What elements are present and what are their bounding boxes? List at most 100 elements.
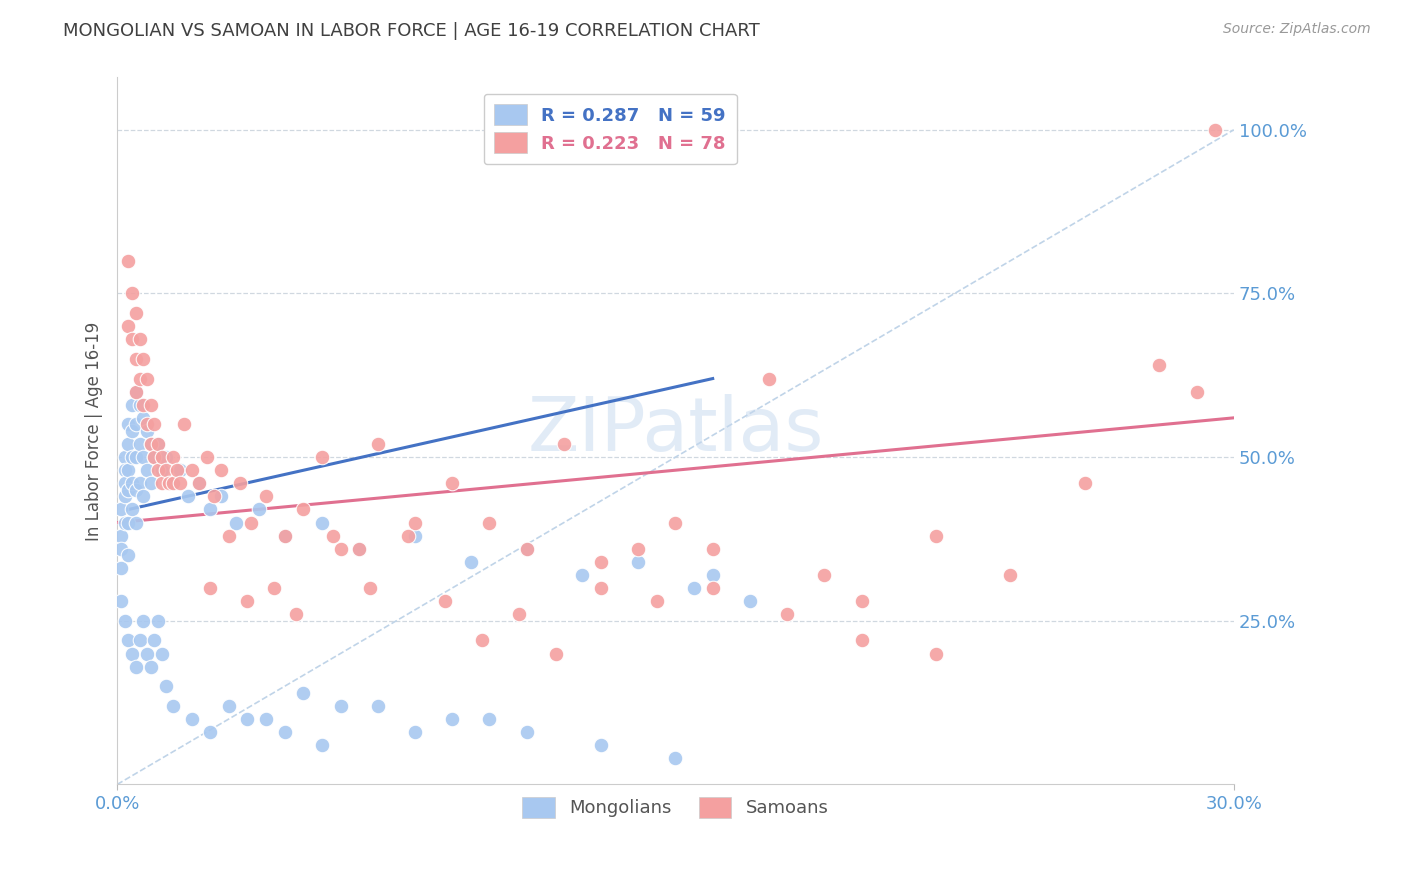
Point bbox=[347, 541, 370, 556]
Point bbox=[121, 502, 143, 516]
Point bbox=[110, 541, 132, 556]
Point bbox=[136, 371, 159, 385]
Point bbox=[128, 476, 150, 491]
Point bbox=[396, 529, 419, 543]
Point bbox=[128, 633, 150, 648]
Point bbox=[195, 450, 218, 464]
Point bbox=[162, 698, 184, 713]
Point bbox=[136, 647, 159, 661]
Point bbox=[553, 437, 575, 451]
Point bbox=[146, 437, 169, 451]
Point bbox=[209, 463, 232, 477]
Y-axis label: In Labor Force | Age 16-19: In Labor Force | Age 16-19 bbox=[86, 321, 103, 541]
Point bbox=[200, 502, 222, 516]
Point bbox=[155, 463, 177, 477]
Point bbox=[114, 463, 136, 477]
Point bbox=[146, 437, 169, 451]
Point bbox=[229, 476, 252, 491]
Point bbox=[114, 476, 136, 491]
Point bbox=[311, 450, 333, 464]
Point bbox=[121, 332, 143, 346]
Point bbox=[143, 450, 166, 464]
Point bbox=[188, 476, 211, 491]
Point bbox=[117, 463, 139, 477]
Point bbox=[132, 614, 155, 628]
Point bbox=[132, 489, 155, 503]
Point bbox=[125, 306, 148, 320]
Point bbox=[117, 549, 139, 563]
Point bbox=[110, 502, 132, 516]
Point bbox=[128, 371, 150, 385]
Point bbox=[263, 581, 285, 595]
Point bbox=[125, 516, 148, 530]
Point bbox=[117, 417, 139, 432]
Point bbox=[121, 647, 143, 661]
Point bbox=[284, 607, 307, 622]
Point bbox=[114, 614, 136, 628]
Point bbox=[162, 450, 184, 464]
Point bbox=[139, 398, 162, 412]
Point bbox=[136, 417, 159, 432]
Point bbox=[478, 712, 501, 726]
Point bbox=[146, 614, 169, 628]
Point bbox=[139, 476, 162, 491]
Point bbox=[404, 725, 426, 739]
Point bbox=[125, 351, 148, 366]
Point bbox=[121, 424, 143, 438]
Point bbox=[132, 398, 155, 412]
Point bbox=[128, 332, 150, 346]
Point bbox=[359, 581, 381, 595]
Point bbox=[143, 417, 166, 432]
Point bbox=[180, 463, 202, 477]
Point bbox=[273, 529, 295, 543]
Point bbox=[273, 529, 295, 543]
Point bbox=[139, 437, 162, 451]
Point bbox=[110, 529, 132, 543]
Point bbox=[125, 384, 148, 399]
Point bbox=[121, 476, 143, 491]
Point bbox=[367, 437, 389, 451]
Point bbox=[851, 633, 873, 648]
Point bbox=[155, 679, 177, 693]
Point bbox=[162, 476, 184, 491]
Legend: Mongolians, Samoans: Mongolians, Samoans bbox=[515, 789, 835, 825]
Point bbox=[188, 476, 211, 491]
Point bbox=[516, 541, 538, 556]
Point bbox=[117, 253, 139, 268]
Point bbox=[177, 489, 200, 503]
Point bbox=[311, 738, 333, 752]
Point bbox=[776, 607, 799, 622]
Point bbox=[209, 489, 232, 503]
Point bbox=[146, 463, 169, 477]
Point bbox=[404, 516, 426, 530]
Point bbox=[218, 698, 240, 713]
Point bbox=[1149, 359, 1171, 373]
Point bbox=[516, 541, 538, 556]
Point bbox=[143, 450, 166, 464]
Point bbox=[200, 725, 222, 739]
Point bbox=[1074, 476, 1097, 491]
Point bbox=[292, 686, 315, 700]
Point bbox=[546, 647, 568, 661]
Point bbox=[627, 541, 650, 556]
Point bbox=[1000, 568, 1022, 582]
Point bbox=[404, 529, 426, 543]
Point bbox=[478, 516, 501, 530]
Point bbox=[125, 450, 148, 464]
Point bbox=[1185, 384, 1208, 399]
Point bbox=[460, 555, 482, 569]
Point bbox=[367, 698, 389, 713]
Point bbox=[121, 398, 143, 412]
Point bbox=[254, 489, 277, 503]
Point bbox=[589, 555, 612, 569]
Point bbox=[155, 450, 177, 464]
Point bbox=[125, 384, 148, 399]
Point bbox=[169, 476, 191, 491]
Point bbox=[433, 594, 456, 608]
Point bbox=[200, 581, 222, 595]
Point bbox=[121, 450, 143, 464]
Point bbox=[121, 286, 143, 301]
Point bbox=[157, 476, 180, 491]
Point bbox=[125, 417, 148, 432]
Point bbox=[136, 424, 159, 438]
